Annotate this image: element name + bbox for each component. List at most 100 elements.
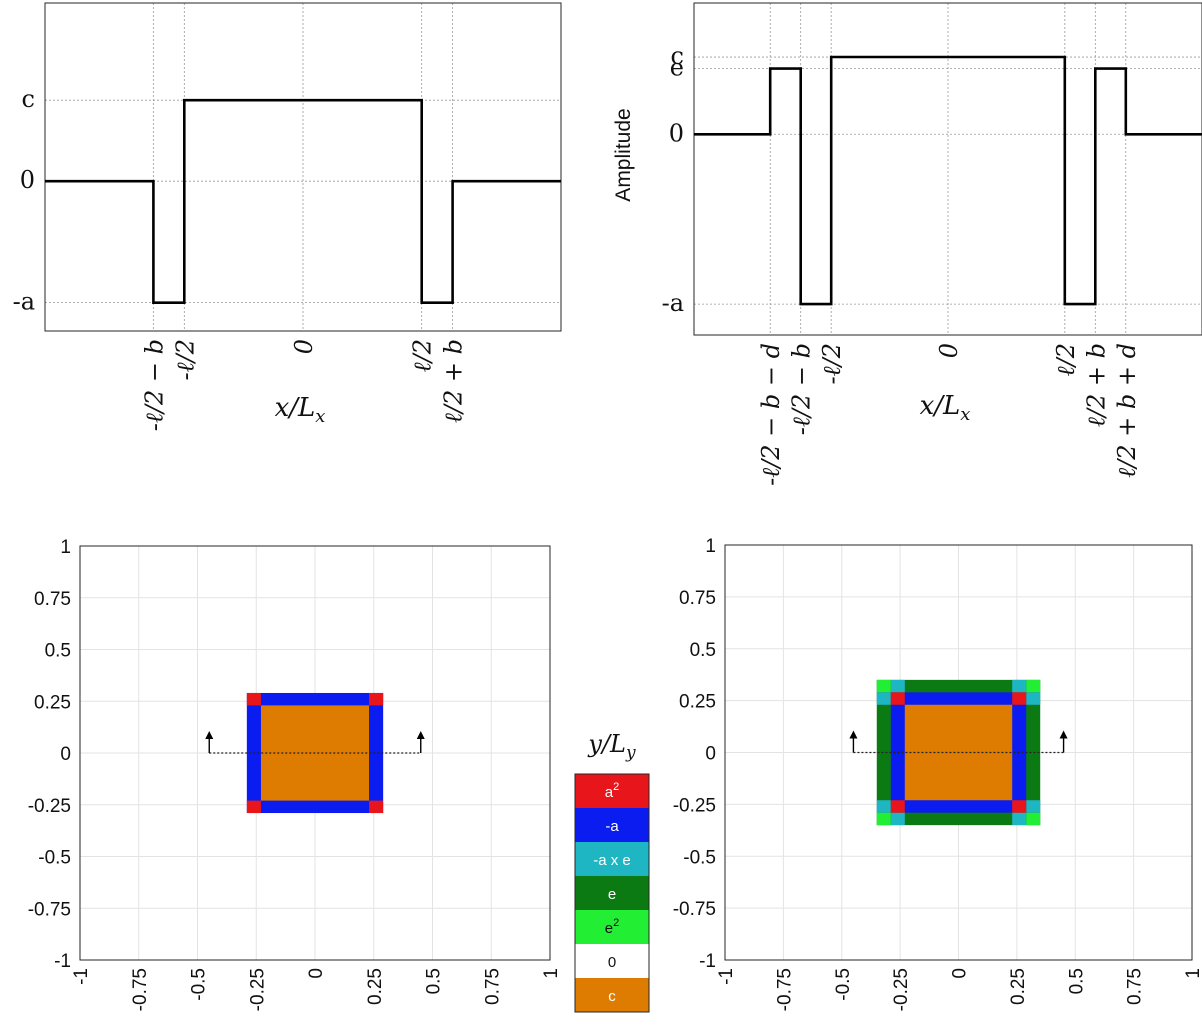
x-tick-labels: -1 -0.75 -0.5 -0.25 0 0.25 0.5 0.75 1	[716, 968, 1202, 1011]
y-tick-label: -1	[54, 951, 71, 972]
arrow-head	[1059, 730, 1068, 739]
x-tick-label: -0.25	[247, 968, 268, 1011]
y-tick-label: -0.5	[683, 847, 716, 868]
x-axis-label: x/Lx	[920, 391, 971, 425]
x-tick-label: 0	[290, 339, 318, 354]
panel-top-left: c 0 -a -ℓ/2 − b -ℓ/2 0 ℓ/2 ℓ/2 + b x/Lx	[13, 2, 562, 431]
corner-cell	[876, 812, 891, 826]
legend-label: -a	[605, 818, 619, 835]
corner-cell	[1026, 800, 1041, 813]
x-tick-label: 0.25	[1008, 968, 1029, 1005]
x-tick-label: 0	[950, 968, 971, 979]
y-tick-label: -a	[13, 288, 35, 316]
x-tick-label: 1	[541, 968, 562, 979]
y-tick-label: 0.25	[679, 692, 716, 713]
x-tick-label: -0.5	[189, 968, 210, 1001]
cut-line	[849, 730, 1068, 754]
y-tick-label: -0.25	[28, 796, 71, 817]
legend-swatch	[575, 978, 649, 1012]
corner-cell	[890, 800, 905, 813]
corner-cell	[369, 692, 384, 706]
x-tick-label: -ℓ/2 − b − d	[757, 343, 785, 486]
y-axis-label: Amplitude	[612, 108, 635, 201]
corner-cell	[1012, 800, 1027, 813]
corner-cell	[1026, 679, 1041, 693]
x-tick-label: -0.5	[833, 968, 854, 1001]
axes-box	[724, 544, 1193, 961]
y-tick-label: 0.25	[34, 692, 71, 713]
x-tick-labels: -ℓ/2 − b -ℓ/2 0 ℓ/2 ℓ/2 + b	[140, 339, 467, 431]
x-tick-label: -ℓ/2 − b	[788, 343, 816, 435]
legend-label: 0	[608, 954, 616, 971]
grid	[694, 3, 1202, 335]
y-tick-label: -0.75	[673, 899, 716, 920]
arrow-head	[205, 731, 214, 739]
series-line	[45, 98, 561, 304]
y-tick-label: 1	[60, 537, 71, 558]
corner-cell	[1026, 692, 1041, 705]
x-tick-label: 0.5	[1066, 968, 1087, 994]
y-tick-label: 0	[705, 744, 716, 765]
corner-cell	[890, 692, 905, 705]
arrow-head	[849, 730, 858, 739]
x-tick-label: 0	[935, 343, 963, 358]
legend-label: -a x e	[593, 852, 631, 869]
panel-bottom-right: 1 0.75 0.5 0.25 0 -0.25 -0.5 -0.75 -1 -1 -0.75 -0.…	[673, 536, 1202, 1011]
x-tick-label: ℓ/2 + b	[1082, 343, 1110, 427]
corner-cell	[369, 800, 384, 814]
x-tick-label: 0	[306, 968, 327, 979]
corner-cell	[246, 800, 261, 814]
y-tick-label: 0	[60, 744, 71, 765]
y-tick-label: -0.75	[28, 899, 71, 920]
axes-box	[79, 545, 551, 961]
y-tick-label: c	[22, 85, 35, 113]
y-tick-label: 0.5	[45, 641, 71, 662]
y-tick-label: 0	[20, 166, 35, 194]
grid	[45, 3, 561, 331]
corner-cell	[1012, 679, 1027, 693]
corner-cell	[876, 800, 891, 813]
x-tick-label: -ℓ/2	[818, 343, 846, 384]
y-tick-label: e	[670, 54, 684, 82]
legend-swatch	[575, 944, 649, 978]
x-axis-label: x/Lx	[275, 393, 326, 427]
x-tick-labels: -ℓ/2 − b − d -ℓ/2 − b -ℓ/2 0 ℓ/2 ℓ/2 + b ℓ/2 +…	[757, 343, 1141, 486]
legend-swatch	[575, 876, 649, 910]
y-tick-label: 0	[669, 119, 684, 147]
x-tick-label: -ℓ/2	[171, 339, 199, 380]
legend-swatch	[575, 774, 649, 808]
corner-cell	[890, 812, 905, 826]
y-tick-label: -1	[699, 951, 716, 972]
x-tick-label: 0.75	[1125, 968, 1146, 1005]
arrow-head	[416, 731, 425, 739]
legend-title: y/Ly	[587, 730, 636, 763]
legend-swatch	[575, 808, 649, 842]
corner-cell	[890, 679, 905, 693]
x-tick-label: 0.5	[424, 968, 445, 994]
x-tick-label: ℓ/2 + b + d	[1113, 343, 1141, 478]
y-tick-labels: 1 0.75 0.5 0.25 0 -0.25 -0.5 -0.75 -1	[673, 536, 716, 972]
x-tick-label: -1	[71, 968, 92, 985]
axes-box	[44, 2, 562, 332]
y-tick-label: -a	[662, 289, 684, 317]
panel-top-right: ce0-a -ℓ/2 − b − d -ℓ/2 − b -ℓ/2 0 ℓ/2 ℓ/2 + …	[612, 2, 1202, 486]
y-tick-label: 0.75	[679, 588, 716, 609]
y-tick-labels: 1 0.75 0.5 0.25 0 -0.25 -0.5 -0.75 -1	[28, 537, 71, 972]
y-tick-labels: ce 0 -a	[662, 42, 684, 317]
corner-cell	[876, 679, 891, 693]
y-tick-label: 1	[705, 536, 716, 557]
axes-box	[693, 2, 1202, 336]
heatmap-regions	[876, 679, 1041, 826]
corner-cell	[246, 692, 261, 706]
x-tick-label: ℓ/2	[409, 339, 437, 372]
y-tick-label: 0.75	[34, 589, 71, 610]
y-tick-labels: c 0 -a	[13, 85, 35, 315]
x-tick-label: 0.75	[482, 968, 503, 1005]
cut-line	[205, 731, 425, 754]
legend-label: c	[608, 988, 616, 1005]
x-tick-label: -1	[716, 968, 737, 985]
x-tick-label: 1	[1183, 968, 1202, 979]
